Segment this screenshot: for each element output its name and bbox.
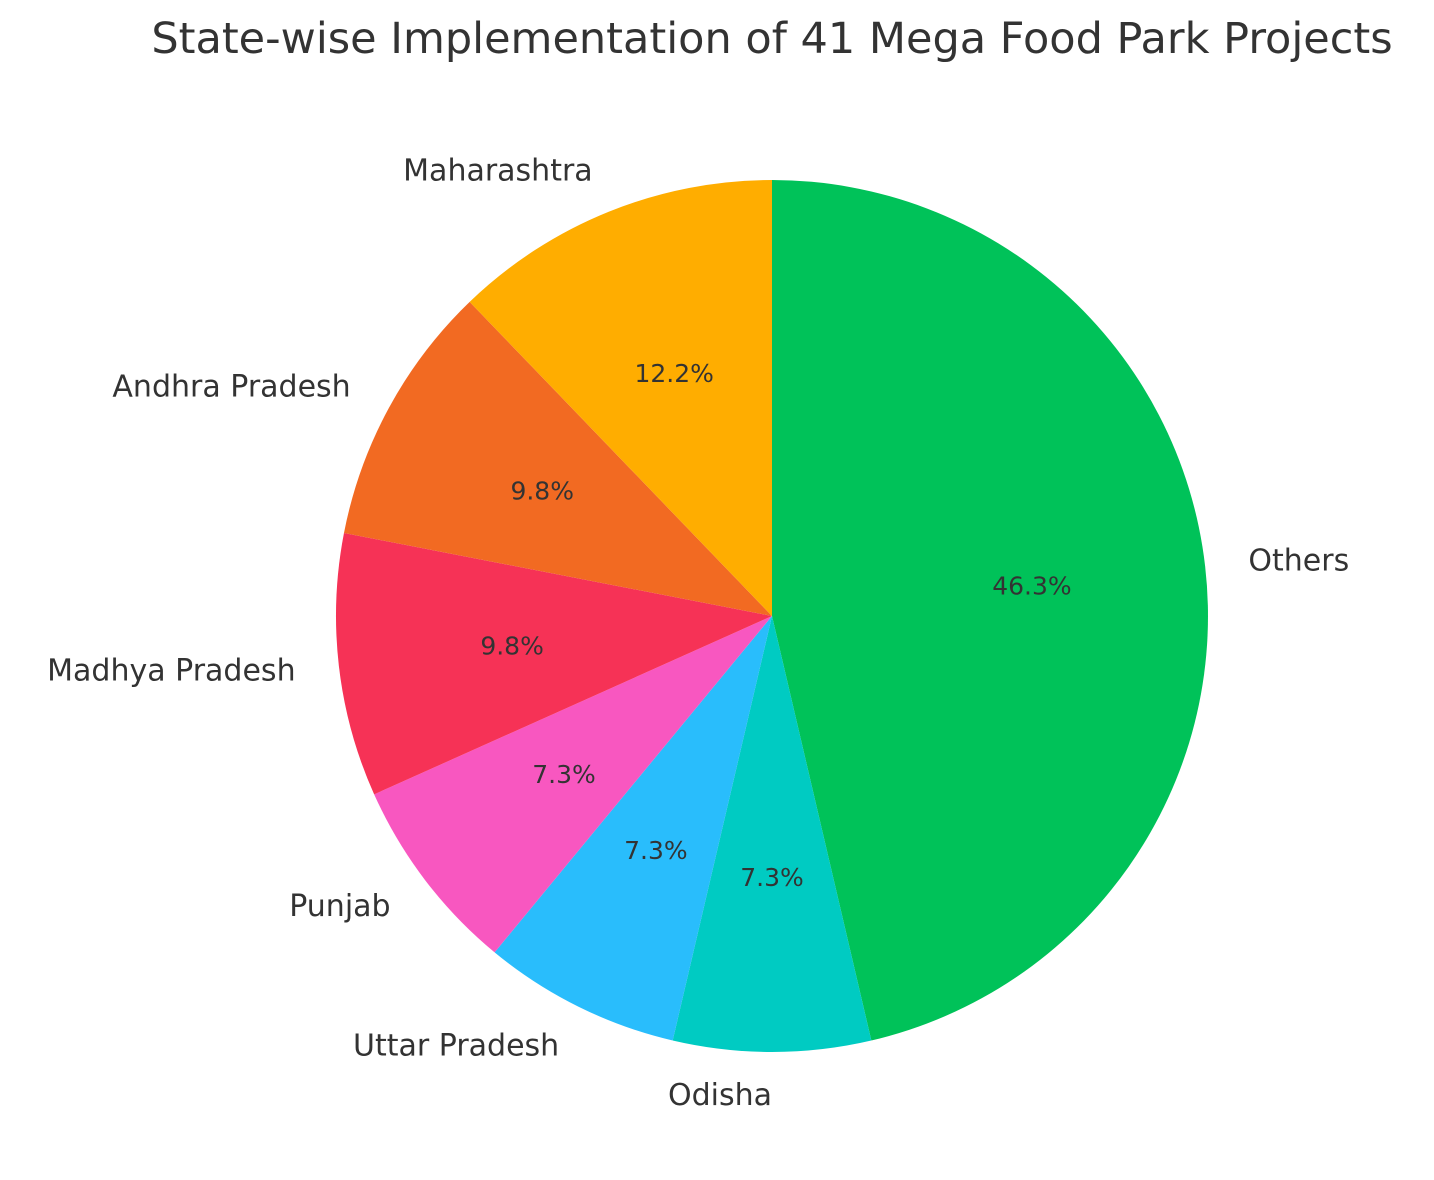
pct-label-punjab: 7.3%	[532, 760, 596, 789]
slice-label-maharashtra: Maharashtra	[403, 154, 593, 189]
pct-label-maharashtra: 12.2%	[634, 359, 713, 388]
slice-label-uttar-pradesh: Uttar Pradesh	[353, 1028, 559, 1063]
pct-label-madhya-pradesh: 9.8%	[480, 632, 544, 661]
pie-slice-punjab	[374, 616, 772, 953]
chart-title: State-wise Implementation of 41 Mega Foo…	[151, 14, 1393, 64]
pct-label-uttar-pradesh: 7.3%	[624, 836, 688, 865]
pct-label-andhra-pradesh: 9.8%	[510, 477, 574, 506]
pie-slice-others	[772, 180, 1208, 1041]
pie-slice-andhra-pradesh	[343, 301, 772, 616]
pie-slice-madhya-pradesh	[336, 532, 772, 795]
pie-slices	[336, 180, 1208, 1052]
slice-label-punjab: Punjab	[289, 889, 390, 924]
slice-labels: Others Odisha Uttar Pradesh Punjab Madhya Pr…	[47, 154, 1349, 1113]
slice-label-odisha: Odisha	[668, 1078, 772, 1113]
pie-slice-maharashtra	[469, 180, 772, 616]
slice-label-madhya-pradesh: Madhya Pradesh	[47, 654, 295, 689]
percentage-labels: 46.3% 7.3% 7.3% 7.3% 9.8% 9.8% 12.2%	[480, 359, 1071, 892]
slice-label-andhra-pradesh: Andhra Pradesh	[112, 369, 350, 404]
pie-slice-uttar-pradesh	[494, 616, 772, 1041]
pie-slice-odisha	[672, 616, 872, 1052]
pct-label-others: 46.3%	[992, 572, 1071, 601]
pct-label-odisha: 7.3%	[740, 863, 804, 892]
slice-label-others: Others	[1248, 544, 1349, 579]
